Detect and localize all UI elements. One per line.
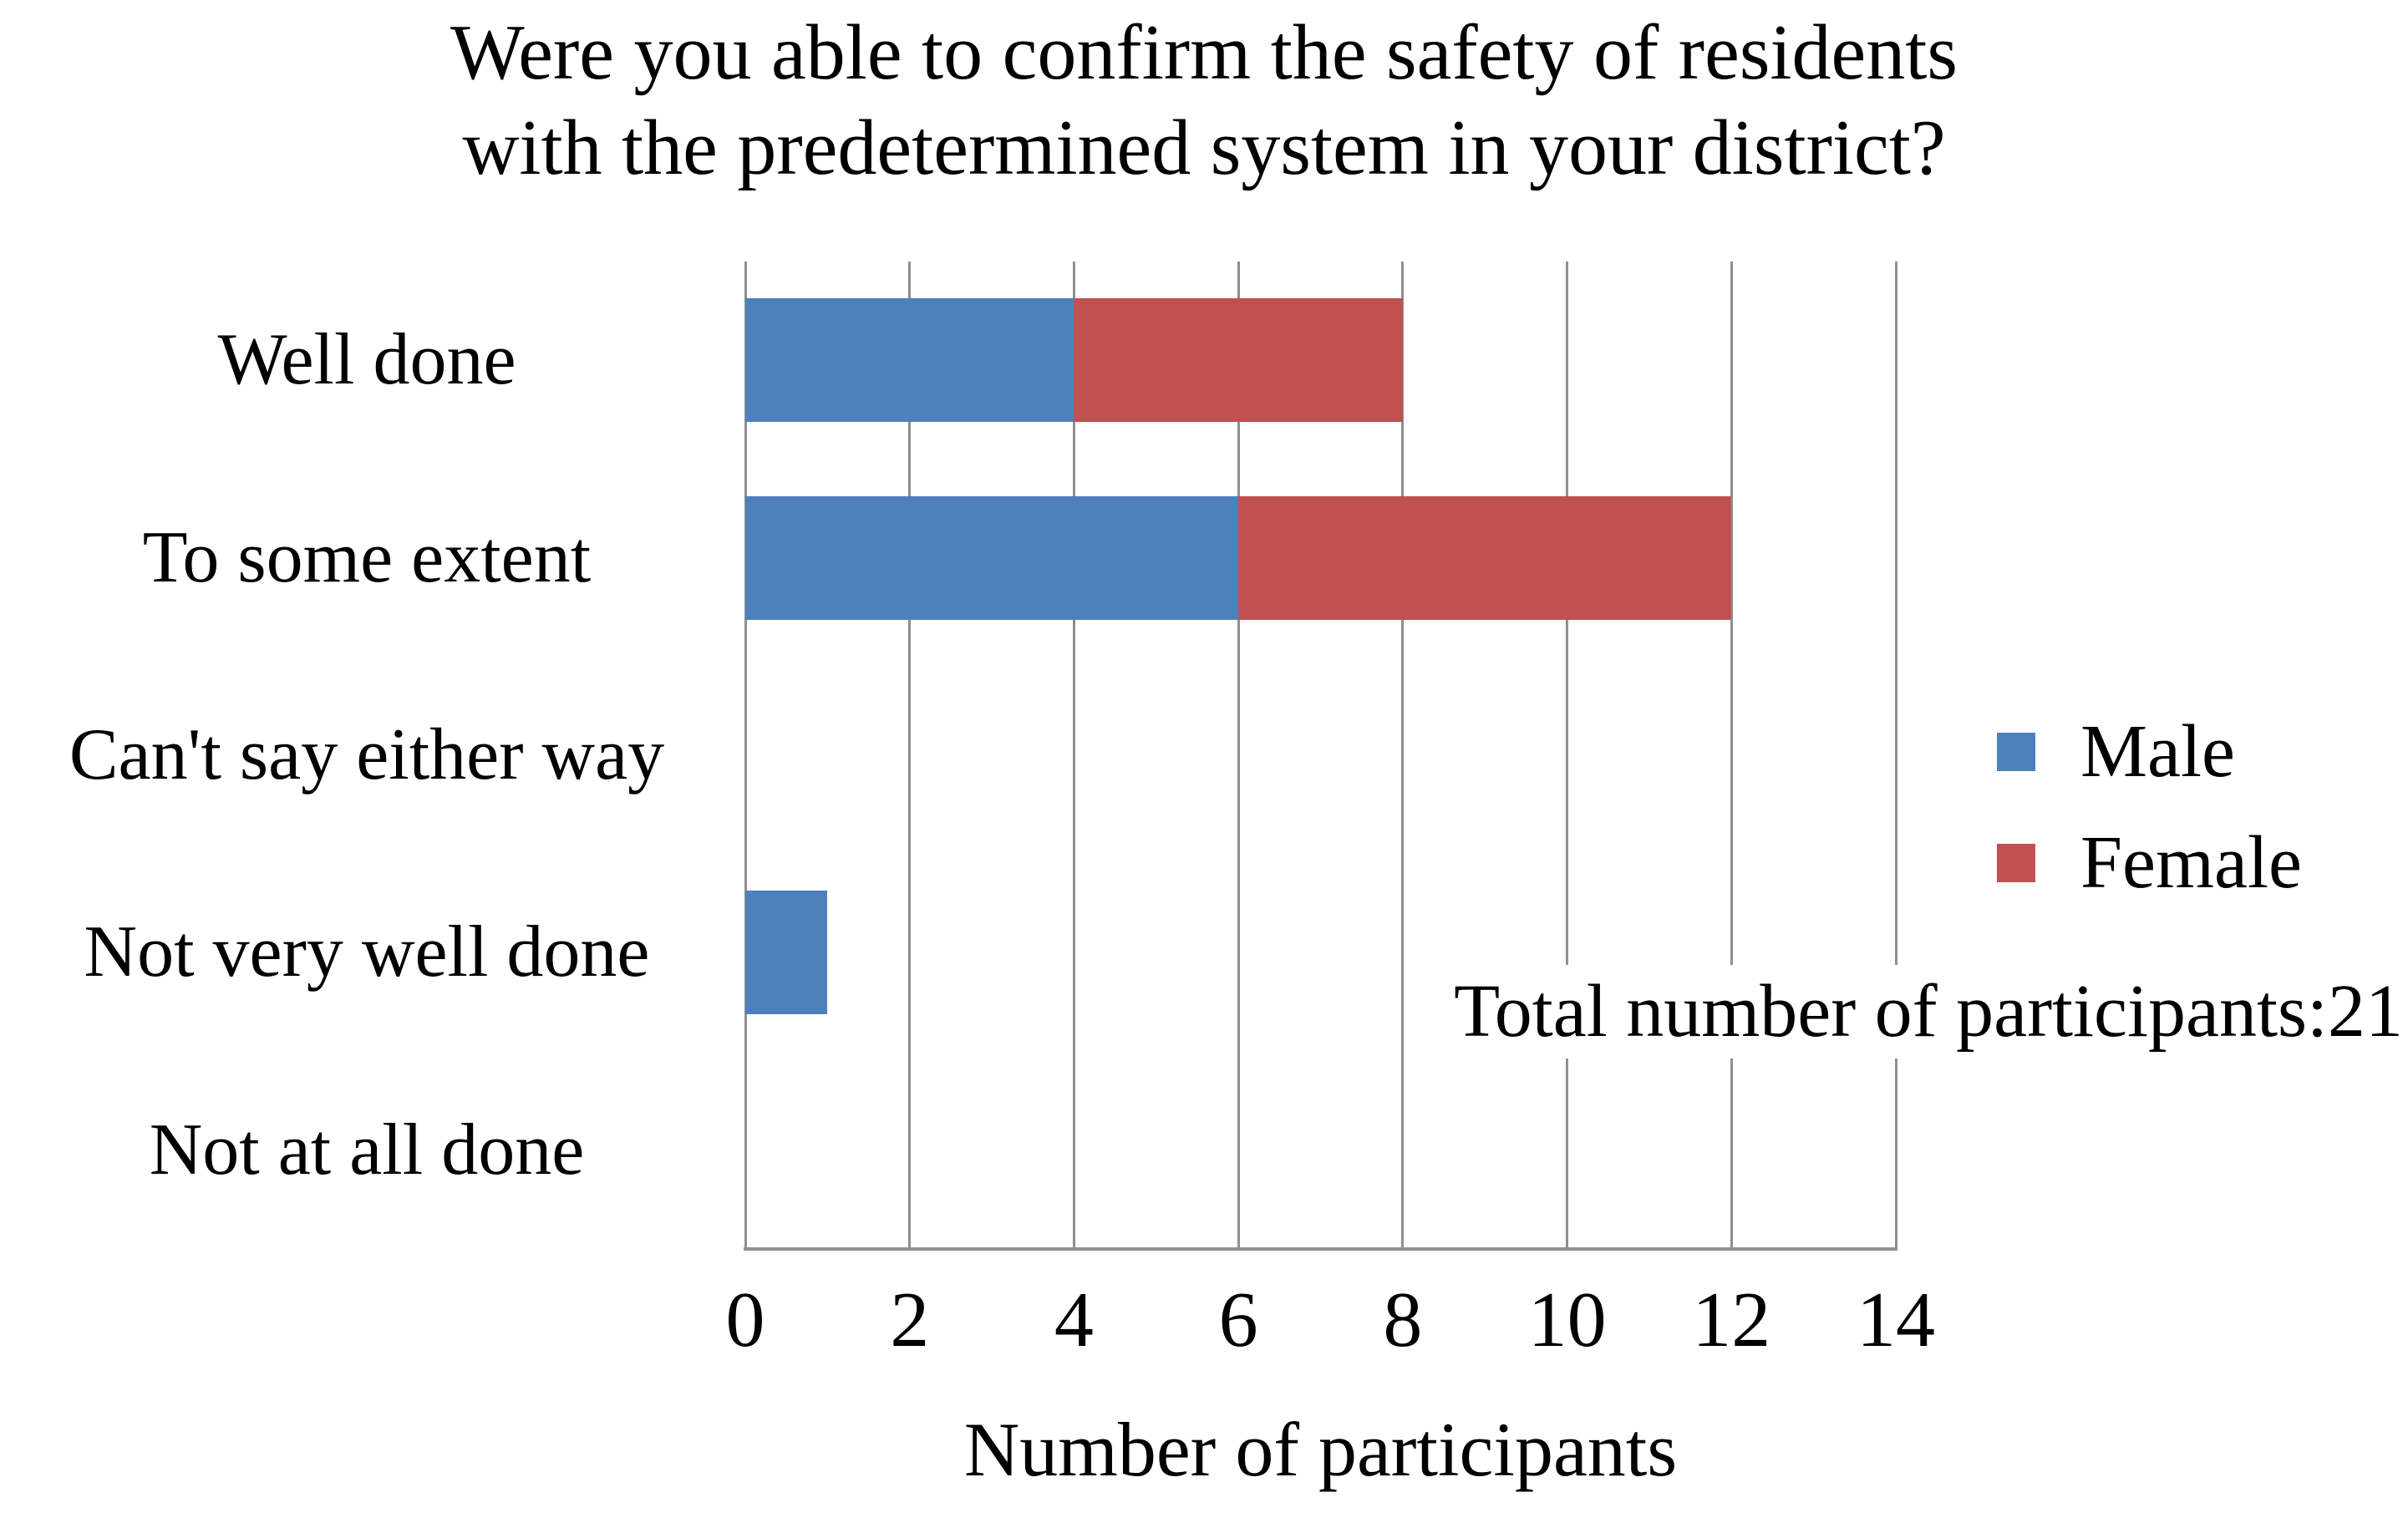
category-label-can-t-say-either-way: Can't say either way [69,714,665,795]
bar-to-some-extent-female [1238,495,1732,620]
legend-item-female: Female [1997,823,2302,902]
x-tick-label-6: 6 [1218,1277,1258,1363]
gridline-x-6 [1237,261,1240,1249]
gridline-x-0 [744,261,747,1249]
gridline-x-10 [1566,261,1569,1249]
gridline-x-2 [908,261,912,1249]
x-axis-title: Number of participants [963,1407,1678,1492]
category-label-to-some-extent: To some extent [142,516,592,598]
bar-not-very-well-done-male [745,891,828,1015]
legend-swatch-female [1997,843,2035,882]
chart-title-line-1: Were you able to confirm the safety of r… [450,9,1958,96]
legend-label-male: Male [2080,710,2235,793]
x-tick-label-14: 14 [1857,1277,1935,1363]
category-label-well-done: Well done [217,319,516,401]
bar-to-some-extent-male [745,495,1239,620]
category-label-not-very-well-done: Not very well done [84,911,650,993]
legend-swatch-male [1997,732,2035,771]
x-tick-label-2: 2 [890,1277,930,1363]
bar-well-done-female [1074,298,1403,423]
gridline-x-4 [1072,261,1075,1249]
gridline-x-14 [1894,261,1897,1249]
chart-title-line-2: with the predetermined system in your di… [462,104,1946,191]
chart-title: Were you able to confirm the safety of r… [0,5,2408,195]
gridline-x-8 [1401,261,1405,1249]
x-tick-label-10: 10 [1527,1277,1607,1363]
total-participants-annotation: Total number of participants:21 [1439,965,2406,1058]
gridline-x-12 [1730,261,1733,1249]
category-label-not-at-all-done: Not at all done [149,1109,585,1190]
bar-well-done-male [745,298,1074,423]
legend: Male Female [1997,712,2302,934]
x-tick-label-4: 4 [1054,1277,1094,1363]
legend-item-male: Male [1997,712,2302,791]
x-tick-label-12: 12 [1692,1277,1771,1363]
x-tick-label-0: 0 [725,1277,765,1363]
legend-label-female: Female [2080,821,2302,904]
x-tick-label-8: 8 [1383,1277,1423,1363]
x-axis-line [744,1247,1897,1251]
